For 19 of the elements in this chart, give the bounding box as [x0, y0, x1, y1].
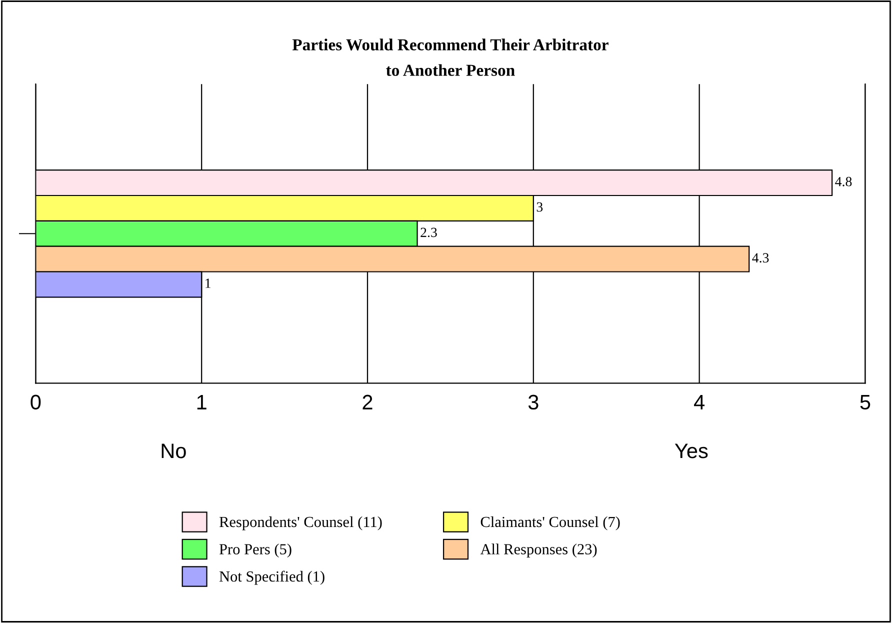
data-label: 4.8: [835, 176, 852, 186]
data-label: 4.3: [752, 253, 769, 263]
data-label: 1: [206, 278, 210, 288]
text: No: [162, 444, 186, 458]
chart-title: Parties Would Recommend Their Arbitrator to Another Person: [292, 38, 608, 76]
x-tick-label: 1: [197, 395, 206, 410]
x-tick-label: 2: [362, 394, 372, 410]
x-tick-label: 0: [30, 394, 41, 410]
x-tick-label: 5: [860, 395, 870, 410]
text: Yes: [674, 444, 708, 458]
legend-label: Respondents' Counsel (11): [219, 516, 382, 530]
data-label: 3: [536, 202, 543, 212]
legend-label: Not Specified (1): [219, 570, 324, 585]
legend-label: Pro Pers (5): [219, 544, 292, 558]
x-tick-label: 3: [528, 394, 538, 410]
x-tick-label: 4: [694, 395, 705, 410]
legend-label: All Responses (23): [480, 544, 597, 558]
data-label: 2.3: [420, 228, 437, 238]
legend-label: Claimants' Counsel (7): [480, 516, 620, 530]
